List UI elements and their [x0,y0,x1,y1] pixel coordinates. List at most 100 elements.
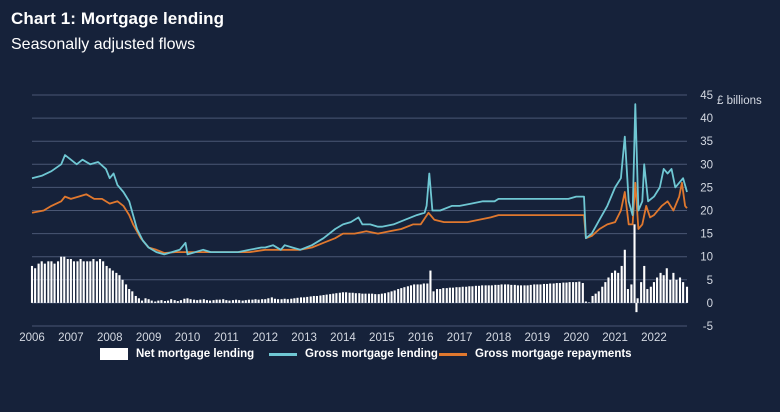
y-tick-label: 0 [707,298,713,310]
net-lending-bar [167,300,170,303]
net-lending-bar [222,299,225,303]
x-tick-labels: 2006 2007 2008 2009 2010 2011 2012 2013 2014 2015… [19,332,667,344]
net-lending-bar [436,289,439,303]
net-lending-bar [678,277,682,303]
net-lending-bar [286,299,289,303]
net-lending-bar [37,263,40,303]
net-lending-bar [675,279,678,303]
y-tick-label: 25 [700,182,713,194]
legend-gross-swatch [269,352,297,356]
net-lending-bar [413,284,416,303]
net-lending-bar [53,263,56,303]
net-lending-bar [516,285,519,303]
net-lending-bar [484,285,487,303]
net-lending-bar [137,298,140,303]
net-lending-bar [277,299,280,303]
net-lending-bar [614,270,617,303]
net-lending-bar [526,285,529,303]
net-lending-bar [105,265,108,303]
net-lending-bar [121,279,124,303]
net-lending-bar [623,249,626,303]
net-lending-bar [364,293,367,303]
net-lending-bar [196,300,199,303]
net-lending-bar [147,299,150,303]
net-lending-bar [546,283,549,303]
net-lending-bar [108,268,111,303]
y-tick-label: 35 [700,136,713,148]
net-lending-bar [56,261,60,303]
net-lending-bar [646,289,649,303]
net-lending-bar [212,300,215,303]
net-lending-bar [34,268,37,303]
net-lending-bar [345,292,348,303]
net-lending-bar [533,284,536,303]
net-lending-bar [529,284,532,303]
net-lending-bar [163,301,166,303]
net-lending-bar [43,263,46,303]
net-lending-bar [471,286,474,303]
net-lending-bar [652,282,656,303]
net-lending-bar [367,293,371,303]
net-lending-bar [128,289,131,303]
net-lending-bar [144,298,147,303]
x-tick-label: 2015 [369,332,395,344]
net-lending-bar [63,256,66,303]
y-tick-label: 5 [707,275,713,287]
x-tick-label: 2008 [97,332,123,344]
net-lending-bar [296,297,299,303]
net-lending-bar [581,283,584,303]
net-lending-bar [251,299,254,303]
net-lending-bar [426,283,429,303]
x-tick-label: 2021 [602,332,628,344]
net-lending-bar [568,282,571,303]
net-lending-bar [555,283,558,303]
net-lending-bar [361,293,364,303]
net-lending-bar [626,289,629,303]
net-lending-bar [299,297,303,303]
net-lending-bar [176,301,179,303]
y-tick-label: -5 [703,321,713,333]
net-lending-bar [92,259,95,303]
net-lending-bar [215,299,218,303]
net-lending-bar [640,282,643,303]
net-lending-bar [542,283,545,303]
net-lending-bar [47,261,50,303]
net-lending-bar [89,261,92,303]
net-lending-bar [578,281,581,303]
net-lending-bar [322,295,325,303]
net-lending-bar [617,272,620,303]
net-lending-bar [601,286,604,303]
net-lending-bar [244,300,247,303]
net-lending-bar [633,224,636,303]
net-lending-bar [131,291,134,303]
net-lending-bar [519,285,523,303]
x-tick-label: 2018 [486,332,512,344]
net-lending-bar [118,275,121,303]
net-lending-bar [202,299,205,303]
x-tick-label: 2013 [291,332,317,344]
net-lending-bar [397,289,400,303]
net-lending-bar [468,286,471,303]
net-lending-bar [597,291,600,303]
net-lending-bar [383,293,387,303]
legend-net-swatch [100,348,128,360]
y-tick-label: 10 [700,252,713,264]
net-lending-bar [208,300,212,303]
x-tick-label: 2010 [175,332,201,344]
net-lending-bar [390,291,393,303]
x-tick-label: 2012 [252,332,278,344]
net-lending-bar [341,292,345,303]
net-lending-bar [477,285,481,303]
net-lending-bar [584,301,587,303]
net-lending-bar [179,300,182,303]
legend-gross-label: Gross mortgage lending [305,348,438,360]
net-lending-bar [264,299,267,303]
net-lending-bar [371,293,374,303]
y-tick-label: 45 [700,90,713,102]
net-lending-bar [432,291,435,303]
net-lending-bar [40,261,43,303]
x-tick-label: 2022 [641,332,667,344]
net-lending-bar [325,294,328,303]
net-lending-bar [306,296,309,303]
legend-repay-label: Gross mortgage repayments [475,348,632,360]
